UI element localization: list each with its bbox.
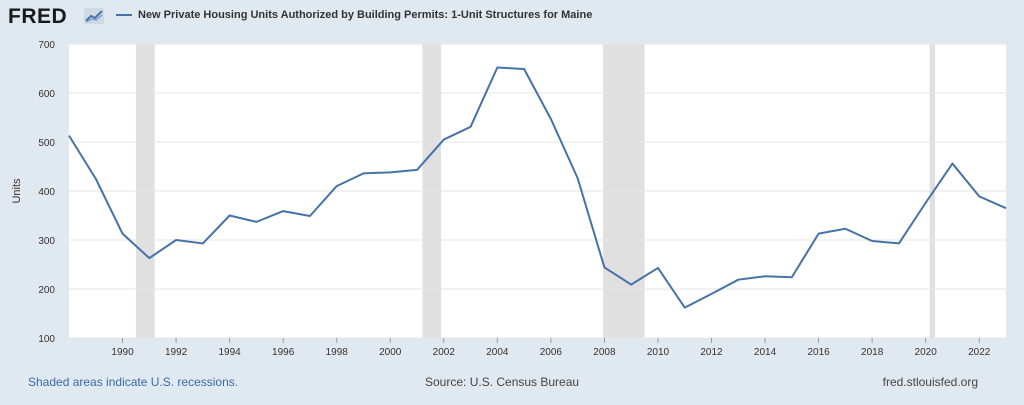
- x-tick-label: 2000: [379, 347, 402, 358]
- data-point[interactable]: [735, 277, 741, 283]
- chart-legend: New Private Housing Units Authorized by …: [116, 9, 592, 21]
- x-tick-label: 2006: [540, 347, 563, 358]
- data-point[interactable]: [655, 265, 661, 271]
- data-point[interactable]: [789, 274, 795, 280]
- data-point[interactable]: [253, 219, 259, 225]
- source-note: Source: U.S. Census Bureau: [425, 375, 580, 389]
- x-tick-label: 2008: [593, 347, 616, 358]
- x-tick-label: 2004: [486, 347, 509, 358]
- x-tick-label: 2010: [647, 347, 670, 358]
- data-point[interactable]: [628, 282, 634, 288]
- y-tick-label: 400: [38, 187, 55, 198]
- legend-swatch: [116, 14, 132, 16]
- x-tick-label: 1998: [326, 347, 349, 358]
- data-point[interactable]: [227, 213, 233, 219]
- data-point[interactable]: [494, 65, 500, 71]
- data-point[interactable]: [146, 255, 152, 261]
- data-point[interactable]: [601, 264, 607, 270]
- chart-footer: Shaded areas indicate U.S. recessions. S…: [0, 375, 1024, 393]
- data-point[interactable]: [66, 133, 72, 139]
- data-point[interactable]: [173, 237, 179, 243]
- data-point[interactable]: [709, 291, 715, 297]
- x-tick-label: 2020: [915, 347, 938, 358]
- x-tick-label: 1992: [165, 347, 188, 358]
- data-point[interactable]: [521, 66, 527, 72]
- data-point[interactable]: [93, 176, 99, 182]
- x-tick-label: 2014: [754, 347, 777, 358]
- x-tick-label: 2012: [700, 347, 723, 358]
- x-tick-label: 2002: [433, 347, 456, 358]
- x-tick-label: 1990: [111, 347, 134, 358]
- data-point[interactable]: [334, 183, 340, 189]
- data-point[interactable]: [575, 175, 581, 181]
- data-point[interactable]: [842, 226, 848, 232]
- chart-icon: [84, 8, 104, 24]
- fred-logo[interactable]: FRED: [8, 5, 68, 28]
- y-tick-label: 300: [38, 236, 55, 247]
- data-point[interactable]: [548, 116, 554, 122]
- data-point[interactable]: [120, 231, 126, 237]
- data-point[interactable]: [307, 213, 313, 219]
- data-point[interactable]: [280, 208, 286, 214]
- y-tick-label: 700: [38, 40, 55, 51]
- data-point[interactable]: [816, 231, 822, 237]
- data-point[interactable]: [762, 273, 768, 279]
- data-point[interactable]: [896, 240, 902, 246]
- data-point[interactable]: [441, 137, 447, 143]
- data-point[interactable]: [682, 305, 688, 311]
- data-point[interactable]: [468, 124, 474, 130]
- x-tick-label: 1994: [219, 347, 242, 358]
- site-link[interactable]: fred.stlouisfed.org: [882, 375, 978, 389]
- data-point[interactable]: [414, 167, 420, 173]
- data-point[interactable]: [923, 200, 929, 206]
- y-tick-label: 100: [38, 334, 55, 345]
- x-axis-ticks: 1990 1992 1994 1996 1998 2000 2002 2004 2006 2008…: [111, 338, 991, 358]
- data-point[interactable]: [1003, 205, 1009, 211]
- legend-label: New Private Housing Units Authorized by …: [138, 9, 593, 21]
- y-tick-label: 200: [38, 285, 55, 296]
- data-point[interactable]: [360, 170, 366, 176]
- gridlines: [69, 43, 1006, 339]
- data-point[interactable]: [387, 169, 393, 175]
- series-line[interactable]: [68, 66, 1007, 309]
- y-axis-ticks: 100 200 300 400 500 600 700: [38, 40, 55, 345]
- series-layer: [66, 65, 1009, 311]
- y-axis-label: Units: [11, 178, 23, 204]
- data-point[interactable]: [200, 240, 206, 246]
- recession-note: Shaded areas indicate U.S. recessions.: [28, 375, 239, 389]
- data-point[interactable]: [949, 161, 955, 167]
- y-tick-label: 500: [38, 138, 55, 149]
- x-tick-label: 2018: [861, 347, 884, 358]
- x-tick-label: 2022: [968, 347, 991, 358]
- x-tick-label: 2016: [807, 347, 830, 358]
- x-tick-label: 1996: [272, 347, 295, 358]
- data-point[interactable]: [869, 238, 875, 244]
- chart-header: FRED New Private Housing Units Authorize…: [0, 0, 1024, 36]
- y-tick-label: 600: [38, 89, 55, 100]
- data-point[interactable]: [976, 193, 982, 199]
